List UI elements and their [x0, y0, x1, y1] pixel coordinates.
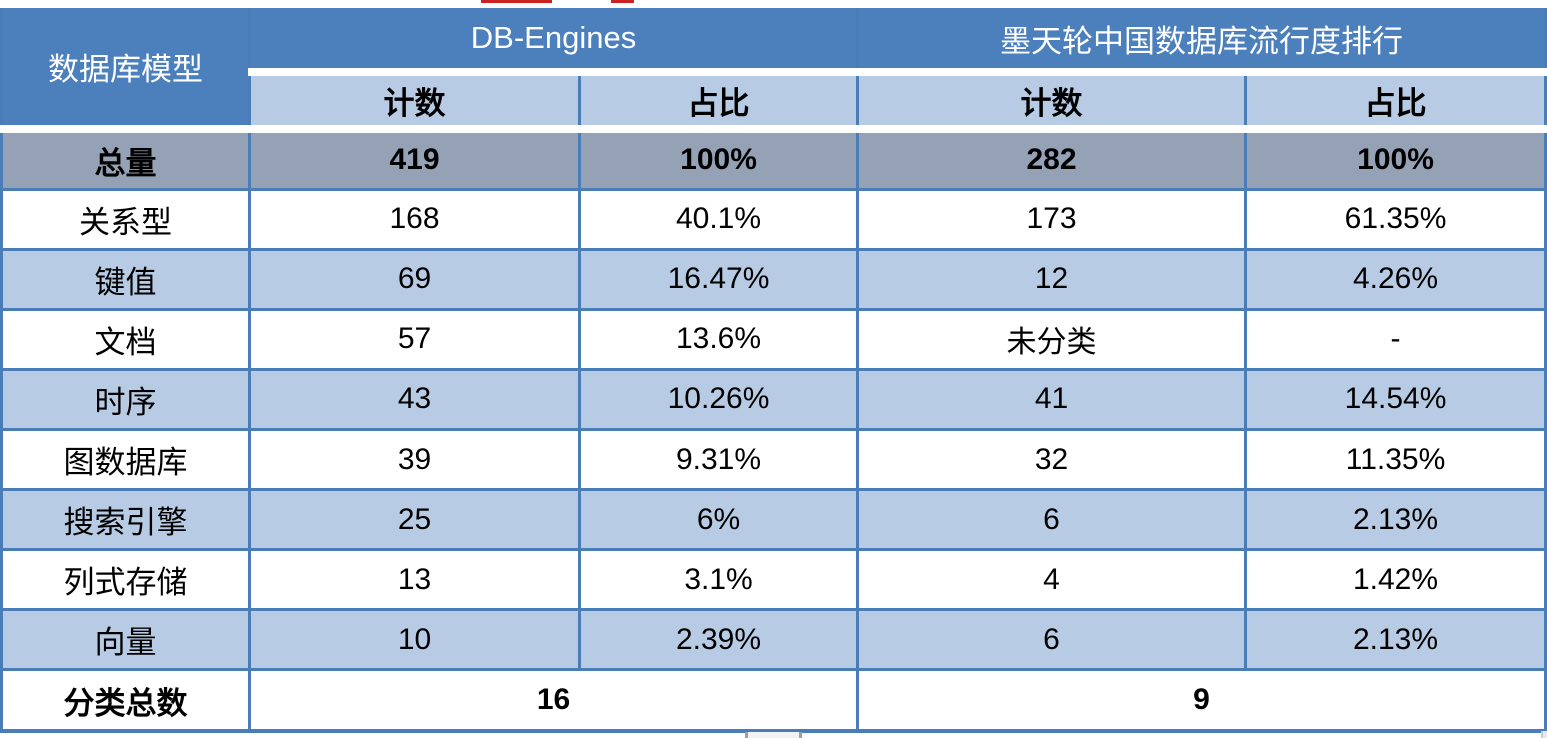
cell-value: 6 — [856, 608, 1248, 672]
row-label: 图数据库 — [0, 428, 251, 492]
database-model-comparison-table: 数据库模型 DB-Engines 墨天轮中国数据库流行度排行 计数 占比 计数 … — [0, 8, 1547, 733]
cell-value: 57 — [248, 307, 581, 371]
row-label: 分类总数 — [0, 668, 251, 733]
table-row: 文档 57 13.6% 未分类 - — [0, 307, 1547, 371]
cell-value: 39 — [248, 428, 581, 492]
table-row: 关系型 168 40.1% 173 61.35% — [0, 187, 1547, 251]
cell-value: 10 — [248, 608, 581, 672]
table-row: 列式存储 13 3.1% 4 1.42% — [0, 548, 1547, 612]
row-label: 搜索引擎 — [0, 488, 251, 552]
table-row-category-total: 分类总数 16 9 — [0, 668, 1547, 733]
cell-value: 4.26% — [1244, 247, 1547, 311]
cell-value: 40.1% — [577, 187, 860, 251]
table-row-total: 总量 419 100% 282 100% — [0, 125, 1547, 191]
header-row-groups: 数据库模型 DB-Engines 墨天轮中国数据库流行度排行 — [0, 8, 1547, 134]
cell-value: 100% — [1244, 125, 1547, 191]
cell-value: 13.6% — [577, 307, 860, 371]
cell-value: 6 — [856, 488, 1248, 552]
cell-value: 282 — [856, 125, 1248, 191]
cell-value: 1.42% — [1244, 548, 1547, 612]
cell-value: 2.13% — [1244, 608, 1547, 672]
cell-value: 419 — [248, 125, 581, 191]
cell-value: 4 — [856, 548, 1248, 612]
table-row: 向量 10 2.39% 6 2.13% — [0, 608, 1547, 672]
cell-value: 13 — [248, 548, 581, 612]
cell-value: 14.54% — [1244, 367, 1547, 432]
red-artifact-mark — [611, 0, 634, 3]
cell-value: 9.31% — [577, 428, 860, 492]
cell-value: 3.1% — [577, 548, 860, 612]
cell-value: - — [1244, 307, 1547, 371]
cell-value: 16.47% — [577, 247, 860, 311]
cell-value: 11.35% — [1244, 428, 1547, 492]
table-row: 搜索引擎 25 6% 6 2.13% — [0, 488, 1547, 552]
red-artifact-mark — [481, 0, 552, 3]
row-label: 向量 — [0, 608, 251, 672]
row-label: 总量 — [0, 125, 251, 191]
subheader-dbengines-count: 计数 — [248, 70, 581, 134]
table-row: 键值 69 16.47% 12 4.26% — [0, 247, 1547, 311]
corner-header-database-model: 数据库模型 — [0, 8, 251, 134]
cell-value: 2.13% — [1244, 488, 1547, 552]
cell-value: 41 — [856, 367, 1248, 432]
row-label: 列式存储 — [0, 548, 251, 612]
subheader-modb-share: 占比 — [1244, 70, 1547, 134]
table-row: 时序 43 10.26% 41 14.54% — [0, 367, 1547, 432]
row-label: 关系型 — [0, 187, 251, 251]
scroll-corner-mark — [1541, 731, 1547, 738]
header-row-subcolumns: 计数 占比 计数 占比 — [2, 70, 1547, 134]
subheader-modb-count: 计数 — [856, 70, 1248, 134]
group-header-db-engines: DB-Engines — [247, 8, 860, 77]
cell-value: 100% — [577, 125, 860, 191]
cell-value: 173 — [856, 187, 1248, 251]
cell-value: 12 — [856, 247, 1248, 311]
horizontal-scrollbar-fragment[interactable] — [745, 732, 802, 738]
cell-value: 168 — [248, 187, 581, 251]
table-row: 图数据库 39 9.31% 32 11.35% — [0, 428, 1547, 492]
cell-value: 未分类 — [856, 307, 1248, 371]
cell-value: 16 — [247, 668, 860, 733]
row-label: 文档 — [0, 307, 251, 371]
cell-value: 61.35% — [1244, 187, 1547, 251]
row-label: 键值 — [0, 247, 251, 311]
cell-value: 10.26% — [577, 367, 860, 432]
row-label: 时序 — [0, 367, 251, 432]
subheader-dbengines-share: 占比 — [577, 70, 860, 134]
cell-value: 2.39% — [577, 608, 860, 672]
cell-value: 9 — [856, 668, 1547, 733]
cell-value: 43 — [248, 367, 581, 432]
group-header-modb-ranking: 墨天轮中国数据库流行度排行 — [856, 8, 1547, 77]
cell-value: 69 — [248, 247, 581, 311]
cell-value: 32 — [856, 428, 1248, 492]
cell-value: 25 — [248, 488, 581, 552]
cell-value: 6% — [577, 488, 860, 552]
